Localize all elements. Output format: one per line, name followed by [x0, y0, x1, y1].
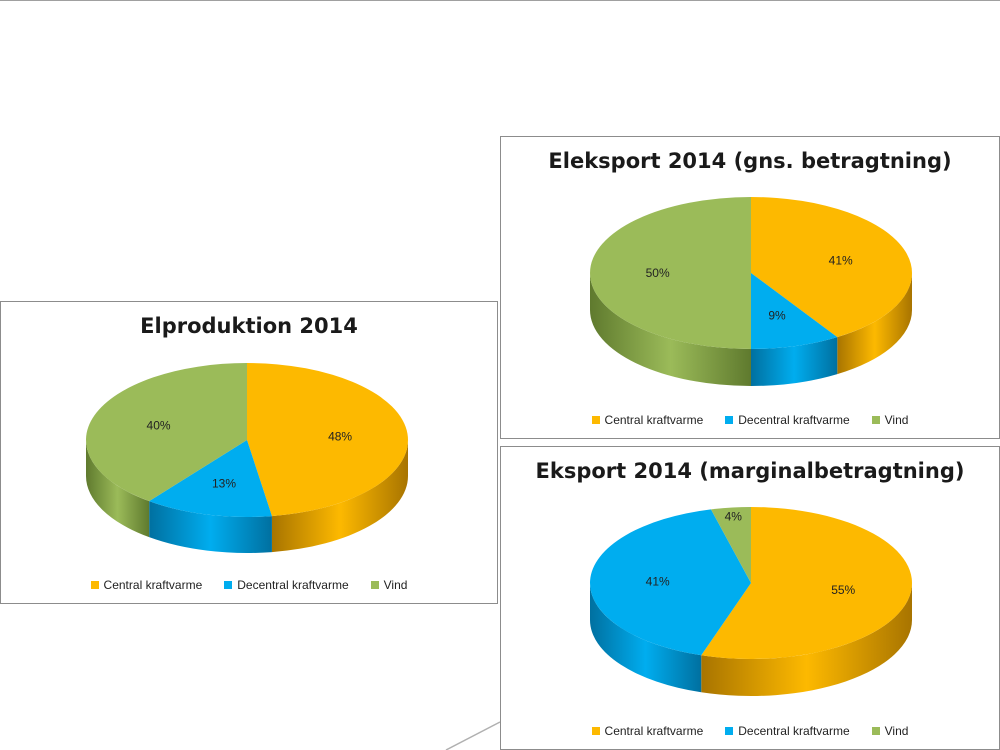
pie-slice-vind [590, 197, 751, 349]
legend-item-vind: Vind [871, 724, 909, 738]
legend-item-central: Central kraftvarme [591, 724, 704, 738]
legend-item-central: Central kraftvarme [591, 413, 704, 427]
legend-item-decentral: Decentral kraftvarme [224, 578, 349, 592]
chart-panel-eleksport: 41% 9% 50% Eleksport 2014 (gns. betragtnin… [500, 136, 1000, 439]
legend-label: Vind [383, 578, 408, 592]
pie-chart-elproduktion: 48% 13% 40% [85, 363, 409, 553]
pie-slice-vind [85, 363, 247, 502]
legend-label: Vind [884, 724, 909, 738]
pie-side-vind [590, 273, 751, 386]
chart-title: Eleksport 2014 (gns. betragtning) [548, 149, 952, 173]
data-label-vind: 50% [646, 266, 670, 280]
chart-legend: Central kraftvarme Decentral kraftvarme … [501, 724, 999, 738]
chart-panel-elproduktion: 48% 13% 40% Elproduktion 2014 Central kraf… [0, 301, 498, 604]
data-label-vind: 4% [725, 510, 743, 524]
chart-panel-eksport-marginal: 55% 41% 4% Eksport 2014 (marginalbetragtni… [500, 446, 1000, 750]
pie-side-decentral [590, 583, 702, 693]
pie-slice-central [247, 363, 409, 517]
pie-chart-eksport-marginal: 55% 41% 4% [589, 507, 913, 696]
legend-swatch [224, 581, 233, 589]
legend-label: Central kraftvarme [604, 413, 704, 427]
legend-swatch [591, 416, 600, 424]
pie-slice-central [751, 197, 912, 338]
legend-label: Vind [884, 413, 909, 427]
legend-item-decentral: Decentral kraftvarme [725, 413, 850, 427]
chart-legend: Central kraftvarme Decentral kraftvarme … [1, 578, 497, 592]
legend-item-vind: Vind [370, 578, 408, 592]
chart-title: Eksport 2014 (marginalbetragtning) [535, 459, 965, 483]
data-label-vind: 40% [147, 419, 171, 433]
legend-swatch [871, 416, 880, 424]
legend-swatch [725, 416, 734, 424]
pie-slice-central [701, 507, 913, 659]
pie-side-vind [86, 440, 150, 538]
data-label-central: 55% [831, 583, 855, 597]
data-label-decentral: 13% [212, 476, 236, 490]
legend-swatch [871, 727, 880, 735]
legend-swatch [90, 581, 99, 589]
chart-title: Elproduktion 2014 [140, 314, 358, 338]
data-label-decentral: 41% [646, 575, 670, 589]
legend-swatch [725, 727, 734, 735]
legend-label: Central kraftvarme [103, 578, 203, 592]
chart-legend: Central kraftvarme Decentral kraftvarme … [501, 413, 999, 427]
legend-swatch [370, 581, 379, 589]
legend-item-decentral: Decentral kraftvarme [725, 724, 850, 738]
legend-item-vind: Vind [871, 413, 909, 427]
pie-slice-decentral [589, 509, 751, 656]
pie-slice-vind [710, 507, 751, 583]
pie-side-central [271, 440, 408, 553]
data-label-central: 41% [829, 254, 853, 268]
pie-side-decentral [751, 337, 838, 386]
legend-label: Decentral kraftvarme [237, 578, 349, 592]
data-label-central: 48% [328, 430, 352, 444]
legend-swatch [591, 727, 600, 735]
legend-label: Decentral kraftvarme [738, 413, 850, 427]
legend-label: Decentral kraftvarme [738, 724, 850, 738]
pie-side-central [701, 583, 912, 696]
pie-slice-decentral [149, 440, 272, 517]
pie-side-central [837, 273, 912, 375]
pie-slice-decentral [751, 273, 838, 349]
pie-chart-eleksport: 41% 9% 50% [590, 197, 912, 386]
legend-label: Central kraftvarme [604, 724, 704, 738]
legend-item-central: Central kraftvarme [90, 578, 203, 592]
pie-side-decentral [149, 501, 272, 553]
data-label-decentral: 9% [768, 308, 786, 322]
top-border-line [0, 0, 1000, 1]
